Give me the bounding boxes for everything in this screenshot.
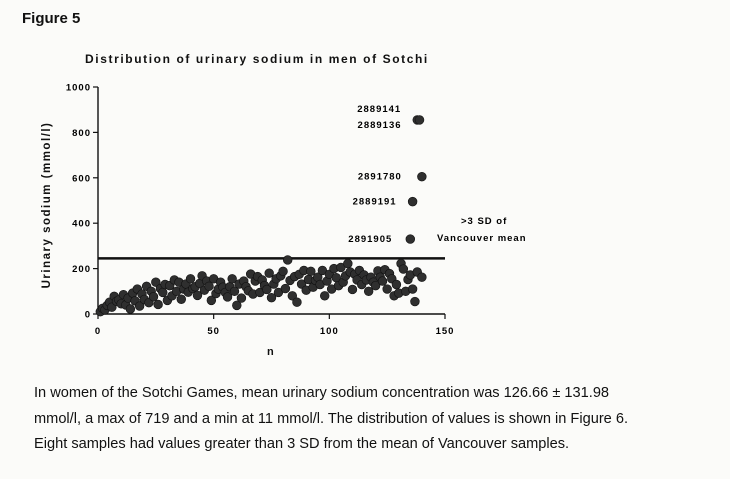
data-point [407,284,418,294]
data-point [153,299,163,310]
outlier-label: 2891905 [348,234,392,245]
data-point [148,292,159,302]
outlier-label: 2889191 [353,197,397,208]
data-point [206,295,217,306]
figure-label: Figure 5 [22,10,81,27]
threshold-label: Vancouver mean [437,233,527,244]
data-point [306,266,316,277]
data-point [262,284,272,295]
data-point [382,284,392,294]
x-tick-label: 100 [320,326,339,337]
data-point [158,287,168,298]
outlier-label: 2889141 [357,104,401,115]
x-axis-label: n [267,346,274,358]
data-point [229,286,240,296]
data-point [282,255,293,265]
data-point [398,264,409,274]
data-point [370,280,381,291]
data-point [278,266,288,277]
data-point [410,296,420,307]
figure-caption: In women of the Sotchi Games, mean urina… [34,381,724,458]
data-point [232,300,242,311]
data-point [222,292,233,302]
y-tick-label: 1000 [66,83,91,94]
data-point [185,274,196,284]
data-point [266,292,277,303]
data-point [236,293,247,303]
data-point [227,274,237,284]
data-point [134,301,145,311]
outlier-point [407,196,418,207]
data-point [417,272,427,282]
data-point [287,291,298,301]
data-point [343,258,353,269]
caption-line-1: In women of the Sotchi Games, mean urina… [34,385,610,401]
data-point [204,281,214,292]
caption-line-2: mmol/l, a max of 719 and a min at 11 mmo… [34,410,629,427]
threshold-label: >3 SD of [461,216,507,227]
outlier-label: 2891780 [358,172,402,183]
data-point [347,284,358,295]
y-tick-label: 800 [72,128,91,139]
data-point [151,277,161,287]
y-tick-label: 0 [85,310,91,321]
data-point [363,286,374,296]
data-point [264,268,274,278]
caption-line-3: Eight samples had values greater than 3 … [34,436,570,452]
data-point [391,279,402,290]
outlier-label: 2889136 [358,120,402,131]
outlier-point [414,115,425,125]
data-point [176,294,186,304]
x-tick-label: 0 [95,326,101,337]
data-point [292,297,302,307]
data-point [125,304,136,314]
y-tick-label: 200 [72,264,91,275]
y-tick-label: 400 [72,219,91,230]
data-point [280,283,291,294]
data-point [377,276,388,286]
data-point [320,291,330,301]
y-tick-label: 600 [72,173,91,184]
x-tick-label: 150 [436,326,455,337]
x-tick-label: 50 [207,326,220,337]
outlier-point [405,234,415,244]
outlier-point [417,171,427,182]
chart-title: Distribution of urinary sodium in men of… [85,52,429,66]
data-point [192,290,203,301]
